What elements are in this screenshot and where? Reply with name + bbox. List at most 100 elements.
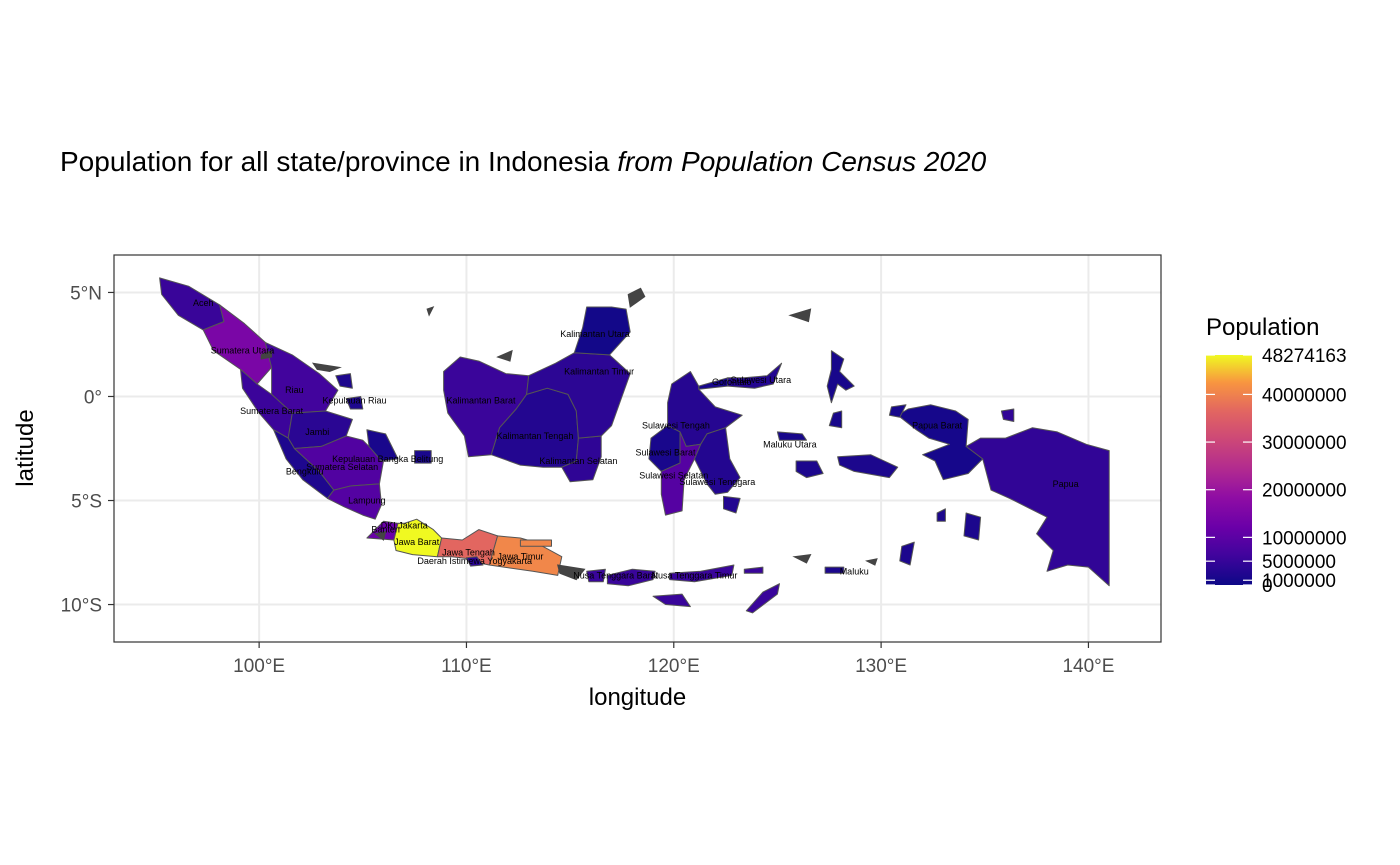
province-label: Sulawesi Selatan — [639, 471, 708, 481]
y-tick-label: 10°S — [61, 596, 102, 617]
province-shape — [723, 495, 741, 514]
grid-lines — [114, 255, 1161, 642]
x-tick-label: 140°E — [1062, 656, 1114, 677]
province-label: Daerah Istimewa Yogyakarta — [417, 556, 532, 566]
province-shape — [888, 404, 907, 418]
neighbour-landmass — [260, 349, 273, 360]
panel-border — [113, 254, 1162, 643]
province-shape — [743, 566, 764, 574]
land-shapes — [159, 277, 1110, 614]
province-shape — [345, 396, 364, 410]
y-tick-label: 5°S — [71, 492, 102, 513]
neighbour-landmass — [627, 287, 646, 308]
province-label: Jambi — [305, 427, 329, 437]
legend-label: 20000000 — [1262, 481, 1347, 502]
province-shape — [366, 429, 399, 462]
province-shape — [795, 460, 824, 479]
legend-label: 10000000 — [1262, 528, 1347, 549]
x-tick-label: 120°E — [648, 656, 700, 677]
chart-title-main: Population for all state/province in Ind… — [60, 146, 618, 177]
x-tick-label: 100°E — [233, 656, 285, 677]
province-shape — [828, 410, 843, 429]
province-shape — [936, 508, 946, 522]
province-label: Maluku — [840, 566, 869, 576]
province-shape — [745, 583, 780, 614]
axis-ticks: 100°E 110°E 120°E 130°E 140°E 5°N 0° 5°S 10°S — [61, 283, 1115, 677]
y-tick-label: 5°N — [70, 283, 102, 304]
legend-label: 0 — [1262, 576, 1273, 597]
neighbour-landmass — [426, 306, 435, 317]
legend-title: Population — [1206, 314, 1320, 341]
province-label: Sulawesi Tengah — [642, 421, 710, 431]
legend-label: 40000000 — [1262, 385, 1347, 406]
province-label: Nusa Tenggara Barat — [573, 570, 658, 580]
province-shape — [837, 454, 899, 479]
province-shape — [824, 566, 845, 574]
province-label: Kepulauan Bangka Belitung — [332, 454, 443, 464]
province-shape — [965, 427, 1110, 587]
y-tick-label: 0° — [84, 387, 102, 408]
province-shape — [561, 435, 602, 483]
chart-title-italic: from Population Census 2020 — [617, 146, 987, 177]
province-shape — [606, 568, 656, 587]
province-label: Sulawesi Utara — [731, 375, 792, 385]
neighbour-landmass — [311, 362, 342, 373]
province-label: Sulawesi Tenggara — [679, 477, 755, 487]
province-shape — [776, 431, 807, 441]
province-shape — [727, 362, 783, 389]
province-label: Kalimantan Timur — [564, 367, 634, 377]
province-label: Lampung — [348, 496, 386, 506]
province-shape — [899, 541, 915, 566]
province-label: Nusa Tenggara Timur — [652, 570, 738, 580]
province-shape — [327, 483, 382, 520]
province-label: Sumatera Barat — [240, 406, 304, 416]
province-label: Kalimantan Barat — [446, 396, 516, 406]
x-tick-label: 130°E — [855, 656, 907, 677]
province-shape — [694, 427, 741, 495]
province-shape — [335, 373, 353, 389]
province-label: Papua Barat — [912, 421, 963, 431]
legend-label: 30000000 — [1262, 433, 1347, 454]
province-label: Bengkulu — [286, 466, 324, 476]
province-label: Aceh — [193, 298, 214, 308]
province-label: Banten — [371, 525, 400, 535]
province-label: Kalimantan Selatan — [539, 456, 617, 466]
province-label: Papua — [1053, 479, 1079, 489]
neighbour-landmass — [496, 349, 513, 362]
x-axis-label: longitude — [588, 684, 687, 711]
x-tick-label: 110°E — [441, 656, 492, 677]
legend-label: 5000000 — [1262, 552, 1336, 573]
province-label: Sumatera Selatan — [306, 462, 378, 472]
province-shape — [519, 539, 552, 547]
legend-colorbar-rect — [1206, 355, 1252, 585]
province-shape — [669, 564, 735, 583]
province-shape — [573, 306, 631, 356]
legend-colorbar: 48274163 40000000 30000000 20000000 10000000… — [1206, 346, 1347, 597]
province-labels: Aceh Sumatera Utara Riau Kepulauan Riau Suma… — [193, 298, 1079, 581]
province-shape — [1000, 408, 1015, 422]
y-axis-label: latitude — [12, 409, 39, 487]
neighbour-landmass — [374, 531, 387, 541]
neighbour-landmass — [865, 558, 878, 566]
province-shape — [963, 512, 982, 541]
province-label: Kepulauan Riau — [322, 396, 386, 406]
province-shape — [293, 435, 384, 491]
province-shape — [393, 518, 443, 558]
neighbour-landmass — [792, 553, 812, 564]
legend-label: 1000000 — [1262, 571, 1336, 592]
province-shape — [826, 350, 855, 404]
neighbour-landmass — [788, 308, 812, 323]
province-shape — [414, 450, 432, 464]
province-label: Sumatera Utara — [211, 346, 275, 356]
province-label: Jawa Tengah — [442, 548, 495, 558]
province-label: DKI Jakarta — [381, 521, 428, 531]
neighbour-landmass — [557, 564, 586, 581]
province-shape — [466, 556, 484, 567]
province-label: Maluku Utara — [763, 439, 817, 449]
province-shape — [897, 404, 984, 481]
province-label: Riau — [285, 385, 304, 395]
province-label: Sulawesi Barat — [635, 448, 696, 458]
province-shape — [159, 277, 225, 331]
province-shape — [488, 535, 563, 576]
